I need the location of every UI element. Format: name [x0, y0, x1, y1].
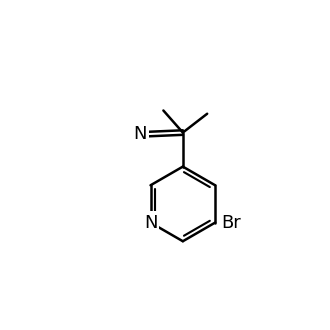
- Text: Br: Br: [222, 214, 242, 232]
- Text: N: N: [133, 125, 147, 143]
- Text: N: N: [144, 214, 157, 232]
